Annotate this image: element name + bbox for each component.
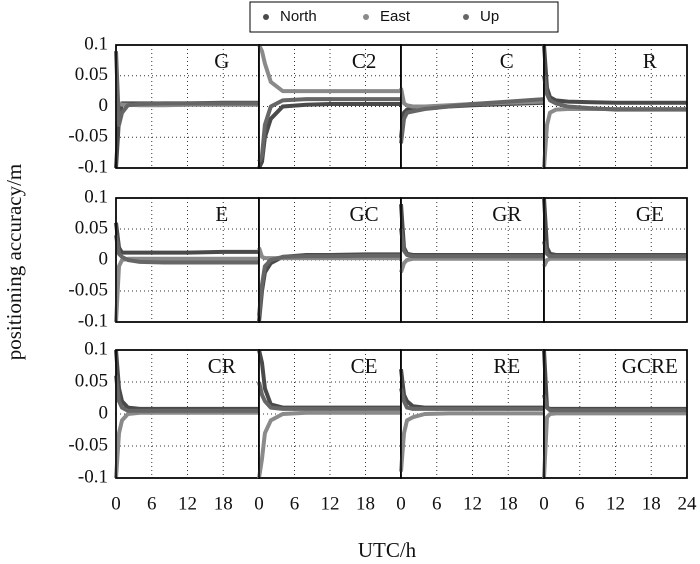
panel-title: CR bbox=[208, 354, 236, 378]
panel-border bbox=[543, 197, 688, 323]
legend-label: North bbox=[280, 8, 317, 25]
legend-marker bbox=[463, 14, 469, 20]
legend-label: East bbox=[380, 8, 411, 25]
series-line bbox=[399, 228, 544, 259]
y-tick-label: 0.1 bbox=[84, 33, 108, 54]
x-tick-label: 0 bbox=[396, 493, 406, 514]
x-tick-label: 18 bbox=[642, 493, 661, 514]
y-tick-label: 0.05 bbox=[75, 217, 108, 238]
y-tick-label: -0.05 bbox=[68, 279, 108, 300]
series-line bbox=[542, 75, 687, 112]
y-tick-label: -0.05 bbox=[68, 434, 108, 455]
series-line bbox=[257, 381, 401, 411]
panel-title: C bbox=[500, 49, 514, 73]
y-tick-label: -0.1 bbox=[78, 156, 108, 177]
x-axis-label: UTC/h bbox=[358, 538, 417, 562]
panel-title: GC bbox=[349, 202, 378, 226]
legend-marker bbox=[263, 14, 269, 20]
series-line bbox=[542, 240, 687, 259]
legend-box bbox=[249, 1, 559, 33]
y-tick-label: 0.05 bbox=[75, 370, 108, 391]
panel-title: E bbox=[215, 202, 228, 226]
series-line bbox=[399, 256, 544, 274]
panel-title: GR bbox=[492, 202, 521, 226]
panel-title: R bbox=[643, 49, 657, 73]
series-line bbox=[114, 51, 259, 127]
series-line bbox=[399, 97, 545, 144]
x-tick-label: 12 bbox=[606, 493, 625, 514]
y-tick-label: 0 bbox=[99, 248, 109, 269]
x-tick-label: 6 bbox=[290, 493, 300, 514]
y-tick-label: 0 bbox=[99, 95, 109, 116]
y-tick-label: 0 bbox=[99, 402, 109, 423]
panel-border bbox=[543, 349, 688, 479]
x-tick-label: 12 bbox=[321, 493, 340, 514]
x-tick-label: 0 bbox=[539, 493, 549, 514]
series-line bbox=[114, 256, 259, 323]
x-tick-label: 18 bbox=[214, 493, 233, 514]
x-tick-label: 18 bbox=[499, 493, 518, 514]
x-tick-label: 0 bbox=[254, 493, 264, 514]
x-tick-label: 6 bbox=[147, 493, 157, 514]
panel-title: C2 bbox=[352, 49, 377, 73]
series-line bbox=[542, 411, 687, 479]
series-line bbox=[257, 410, 401, 479]
legend-label: Up bbox=[480, 8, 499, 25]
series-line bbox=[399, 411, 544, 472]
panel-title: G bbox=[214, 49, 229, 73]
x-tick-label: 6 bbox=[575, 493, 585, 514]
y-axis-label: positioning accuracy/m bbox=[2, 164, 26, 361]
panel-border bbox=[543, 44, 688, 169]
series-line bbox=[114, 234, 259, 265]
series-line bbox=[542, 394, 687, 413]
x-tick-label: 12 bbox=[463, 493, 482, 514]
legend-marker bbox=[363, 14, 369, 20]
series-line bbox=[257, 253, 401, 316]
y-tick-label: 0.1 bbox=[84, 338, 108, 359]
panel-title: GE bbox=[636, 202, 664, 226]
panel-title: CE bbox=[351, 354, 378, 378]
x-tick-label: 24 bbox=[678, 493, 698, 514]
y-tick-label: -0.1 bbox=[78, 310, 108, 331]
panel-title: RE bbox=[493, 354, 520, 378]
x-tick-label: 0 bbox=[111, 493, 121, 514]
panel-title: GCRE bbox=[622, 354, 678, 378]
y-tick-label: 0.05 bbox=[75, 64, 108, 85]
y-tick-label: -0.05 bbox=[68, 126, 108, 147]
series-line bbox=[257, 44, 401, 94]
series-line bbox=[399, 387, 544, 411]
x-tick-label: 6 bbox=[432, 493, 442, 514]
series-line bbox=[114, 375, 259, 413]
y-tick-label: 0.1 bbox=[84, 186, 108, 207]
series-line bbox=[257, 97, 401, 163]
y-tick-label: -0.1 bbox=[78, 466, 108, 487]
x-tick-label: 12 bbox=[178, 493, 197, 514]
x-tick-label: 18 bbox=[356, 493, 375, 514]
series-line bbox=[542, 256, 687, 268]
